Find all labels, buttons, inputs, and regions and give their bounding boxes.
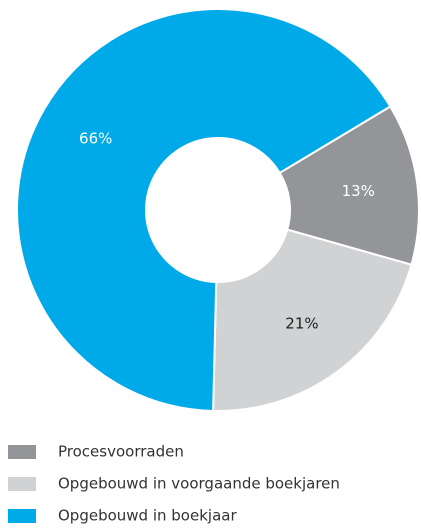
legend-label: Procesvoorraden bbox=[58, 443, 184, 461]
legend-swatch bbox=[8, 477, 36, 491]
value-label: 13% bbox=[342, 182, 375, 200]
legend-label: Opgebouwd in boekjaar bbox=[58, 507, 237, 525]
donut-segment bbox=[278, 105, 420, 266]
legend-swatch bbox=[8, 445, 36, 459]
legend-swatch bbox=[8, 509, 36, 523]
donut-segment bbox=[16, 8, 392, 412]
donut-segment bbox=[212, 228, 413, 412]
legend-label: Opgebouwd in voorgaande boekjaren bbox=[58, 475, 340, 493]
value-label: 21% bbox=[285, 314, 318, 332]
value-label: 66% bbox=[79, 129, 112, 147]
